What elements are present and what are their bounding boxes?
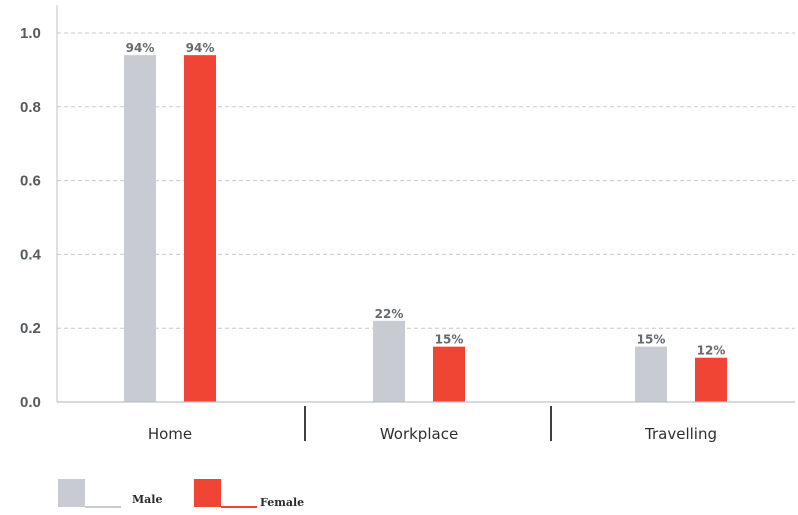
y-tick-label: 0.0: [20, 394, 41, 411]
data-label: 94%: [126, 41, 155, 55]
x-tick-label: Workplace: [380, 425, 458, 443]
legend-item-female: Female: [194, 479, 304, 509]
y-axis: 0.0 0.2 0.4 0.6 0.8 1.0: [20, 5, 58, 411]
x-axis: Home Workplace Travelling: [57, 401, 795, 443]
bar-male-home: [124, 55, 156, 402]
data-label: 22%: [375, 307, 404, 321]
legend-swatch: [58, 479, 85, 507]
bar-female-travelling: [695, 357, 727, 402]
legend-label: Male: [132, 493, 162, 506]
data-label: 15%: [435, 333, 464, 347]
bar-male-travelling: [635, 346, 667, 402]
y-tick-label: 0.6: [20, 173, 41, 190]
bars: 94% 22% 15% 94% 15% 12%: [124, 41, 727, 402]
x-tick-label: Home: [148, 425, 192, 443]
gridlines: [57, 32, 795, 329]
y-tick-label: 0.4: [20, 246, 42, 263]
legend-swatch: [194, 479, 221, 507]
legend: Male Female: [58, 479, 304, 509]
y-tick-label: 0.2: [20, 320, 41, 337]
y-tick-label: 0.8: [20, 99, 41, 116]
legend-label: Female: [260, 496, 304, 509]
data-label: 12%: [697, 344, 726, 358]
bar-female-workplace: [433, 346, 465, 402]
bar-female-home: [184, 55, 216, 402]
y-tick-label: 1.0: [20, 25, 41, 42]
legend-item-male: Male: [58, 479, 162, 508]
x-tick-label: Travelling: [644, 425, 717, 443]
bar-male-workplace: [373, 320, 405, 402]
data-label: 15%: [637, 333, 666, 347]
data-label: 94%: [186, 41, 215, 55]
